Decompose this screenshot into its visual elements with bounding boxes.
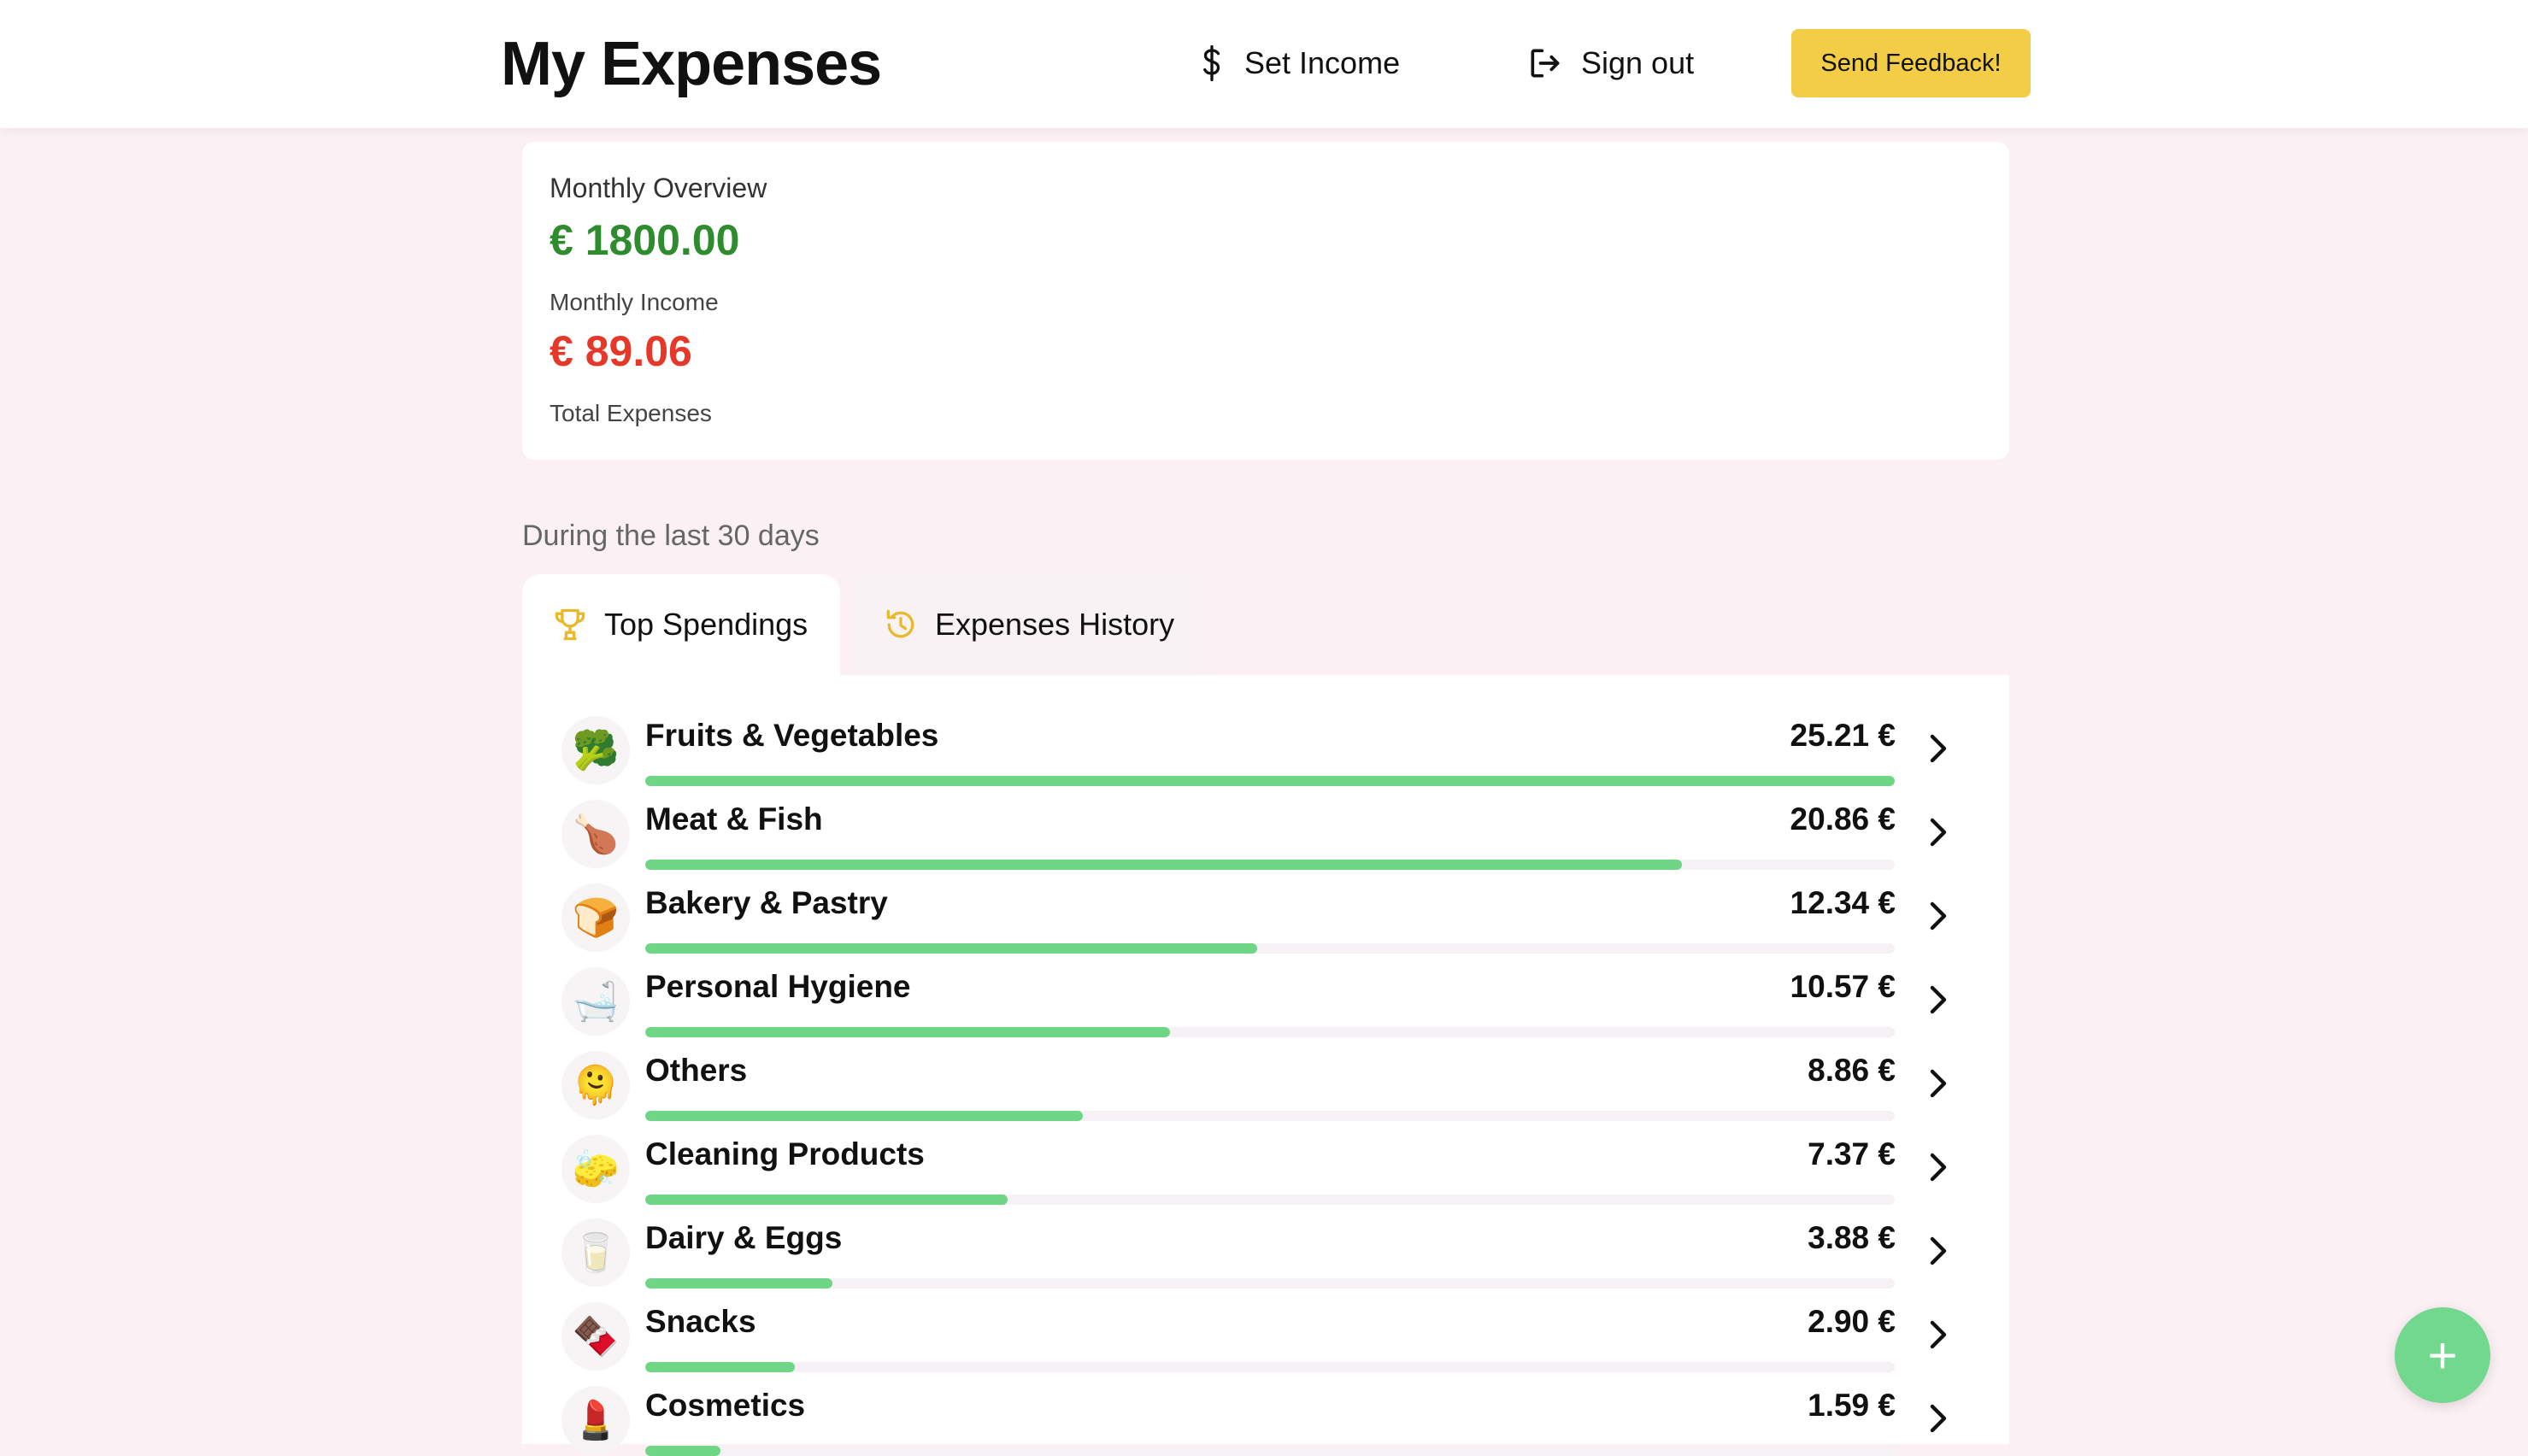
milk-glass-icon: 🥛 [561, 1218, 630, 1287]
category-name: Snacks [645, 1304, 756, 1339]
top-bar: My Expenses Set Income Sign out Send Fee… [0, 0, 2528, 128]
send-feedback-button[interactable]: Send Feedback! [1791, 29, 2031, 97]
spending-row-fruits-vegetables[interactable]: 🥦 Fruits & Vegetables 25.21 € [522, 675, 2009, 786]
share-bar-fill [645, 1362, 796, 1372]
category-amount: 3.88 € [1808, 1220, 1896, 1255]
category-amount: 1.59 € [1808, 1388, 1896, 1423]
category-amount: 2.90 € [1808, 1304, 1896, 1339]
monthly-income-value: € 1800.00 [550, 216, 740, 264]
total-expenses-value: € 89.06 [550, 327, 692, 375]
sign-out-button[interactable]: Sign out [1526, 38, 1694, 89]
top-spendings-list: 🥦 Fruits & Vegetables 25.21 € 🍗 Meat & F… [522, 675, 2009, 1456]
chevron-right-icon [1930, 901, 1947, 931]
category-amount: 8.86 € [1808, 1053, 1896, 1088]
category-name: Fruits & Vegetables [645, 718, 939, 753]
category-amount: 20.86 € [1790, 801, 1896, 837]
chevron-right-icon [1930, 818, 1947, 847]
category-amount: 12.34 € [1790, 885, 1896, 920]
total-expenses-label: Total Expenses [550, 400, 712, 426]
chevron-right-icon [1930, 985, 1947, 1014]
period-label: During the last 30 days [522, 520, 820, 552]
monthly-overview-card: Monthly Overview € 1800.00 Monthly Incom… [522, 142, 2009, 460]
share-bar [645, 1446, 1895, 1456]
spending-row-personal-hygiene[interactable]: 🛁 Personal Hygiene 10.57 € [522, 926, 2009, 1037]
bread-icon: 🍞 [561, 884, 630, 952]
broccoli-icon: 🥦 [561, 716, 630, 784]
chevron-right-icon [1930, 734, 1947, 763]
monthly-income-label: Monthly Income [550, 289, 719, 315]
chevron-right-icon [1930, 1404, 1947, 1433]
category-amount: 7.37 € [1808, 1136, 1896, 1171]
share-bar-fill [645, 943, 1258, 954]
category-name: Meat & Fish [645, 801, 823, 837]
spending-row-meat-fish[interactable]: 🍗 Meat & Fish 20.86 € [522, 759, 2009, 870]
melting-face-icon: 🫠 [561, 1051, 630, 1119]
tab-top-spendings-label: Top Spendings [604, 607, 808, 642]
tab-expenses-history-label: Expenses History [935, 607, 1175, 642]
share-bar [645, 776, 1895, 786]
set-income-button[interactable]: Set Income [1196, 38, 1400, 89]
history-icon [886, 609, 914, 638]
set-income-label: Set Income [1244, 45, 1401, 80]
share-bar [645, 1111, 1895, 1121]
share-bar-fill [645, 1446, 720, 1456]
spending-row-cosmetics[interactable]: 💄 Cosmetics 1.59 € [522, 1345, 2009, 1456]
spending-row-cleaning-products[interactable]: 🧽 Cleaning Products 7.37 € [522, 1094, 2009, 1205]
chocolate-icon: 🍫 [561, 1302, 630, 1371]
share-bar [645, 1195, 1895, 1205]
spending-row-dairy-eggs[interactable]: 🥛 Dairy & Eggs 3.88 € [522, 1177, 2009, 1289]
share-bar-fill [645, 1111, 1083, 1121]
sign-out-label: Sign out [1581, 45, 1695, 80]
share-bar-fill [645, 860, 1683, 870]
category-name: Dairy & Eggs [645, 1220, 843, 1255]
category-amount: 10.57 € [1790, 969, 1896, 1004]
category-amount: 25.21 € [1790, 718, 1896, 753]
category-name: Bakery & Pastry [645, 885, 888, 920]
poultry-leg-icon: 🍗 [561, 800, 630, 868]
trophy-icon [555, 608, 585, 641]
category-name: Cosmetics [645, 1388, 806, 1423]
sign-out-icon [1531, 49, 1560, 78]
add-expense-button[interactable]: + [2395, 1307, 2490, 1403]
lipstick-icon: 💄 [561, 1386, 630, 1454]
chevron-right-icon [1930, 1153, 1947, 1182]
category-name: Personal Hygiene [645, 969, 911, 1004]
dollar-icon [1203, 44, 1220, 82]
spending-row-bakery-pastry[interactable]: 🍞 Bakery & Pastry 12.34 € [522, 842, 2009, 954]
tab-top-spendings[interactable]: Top Spendings [522, 574, 840, 675]
chevron-right-icon [1930, 1069, 1947, 1098]
share-bar-fill [645, 1027, 1171, 1037]
category-name: Cleaning Products [645, 1136, 925, 1171]
chevron-right-icon [1930, 1236, 1947, 1265]
overview-heading: Monthly Overview [550, 173, 767, 203]
share-bar [645, 943, 1895, 954]
share-bar-fill [645, 1278, 833, 1289]
share-bar [645, 860, 1895, 870]
sponge-icon: 🧽 [561, 1135, 630, 1203]
share-bar [645, 1027, 1895, 1037]
spending-row-others[interactable]: 🫠 Others 8.86 € [522, 1010, 2009, 1121]
share-bar-fill [645, 776, 1895, 786]
share-bar [645, 1278, 1895, 1289]
category-name: Others [645, 1053, 748, 1088]
tab-expenses-history[interactable]: Expenses History [853, 574, 1207, 675]
share-bar-fill [645, 1195, 1008, 1205]
share-bar [645, 1362, 1895, 1372]
bathtub-icon: 🛁 [561, 967, 630, 1036]
spending-row-snacks[interactable]: 🍫 Snacks 2.90 € [522, 1261, 2009, 1372]
app-title: My Expenses [501, 30, 882, 98]
chevron-right-icon [1930, 1320, 1947, 1349]
